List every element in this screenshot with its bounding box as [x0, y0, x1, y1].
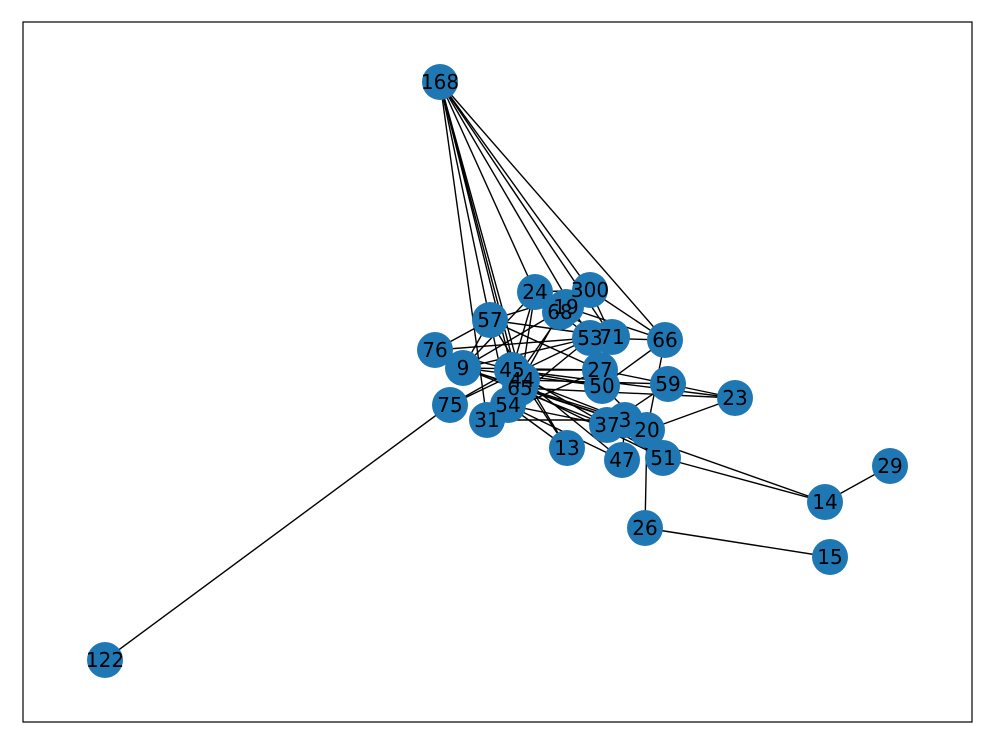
node-label: 15 [817, 545, 842, 569]
node [629, 412, 665, 448]
node [542, 294, 578, 330]
node [812, 539, 848, 575]
node [604, 442, 640, 478]
node-label: 54 [495, 393, 520, 417]
node-label: 23 [722, 386, 747, 410]
node [650, 366, 686, 402]
node-label: 300 [571, 278, 609, 302]
edge [434, 337, 591, 351]
node [549, 430, 585, 466]
node [807, 484, 843, 520]
node [472, 302, 508, 338]
node-label: 37 [594, 413, 619, 437]
node-label: 53 [577, 326, 602, 350]
edge [439, 81, 521, 389]
node-label: 29 [877, 454, 902, 478]
edge [462, 337, 591, 369]
node-label: 57 [477, 308, 502, 332]
node-label: 26 [632, 516, 657, 540]
node-label: 44 [509, 368, 534, 392]
node [422, 64, 458, 100]
node [645, 440, 681, 476]
node-label: 59 [655, 372, 680, 396]
edge [439, 81, 491, 321]
node [627, 510, 663, 546]
node [432, 387, 468, 423]
edge [439, 81, 591, 291]
node [872, 448, 908, 484]
node-label: 14 [812, 490, 837, 514]
node-label: 47 [609, 448, 634, 472]
edge [104, 404, 451, 661]
edge [511, 369, 736, 399]
node [87, 642, 123, 678]
node [584, 368, 620, 404]
edge [439, 81, 536, 293]
node-label: 75 [437, 393, 462, 417]
node-label: 50 [589, 374, 614, 398]
node [469, 402, 505, 438]
edge [489, 319, 601, 371]
node-label: 65 [507, 376, 532, 400]
node-label: 20 [634, 418, 659, 442]
node-label: 45 [499, 358, 524, 382]
node [717, 380, 753, 416]
node-label: 19 [553, 295, 578, 319]
node [517, 274, 553, 310]
plot-frame [22, 21, 973, 723]
node-label: 51 [650, 446, 675, 470]
node-label: 66 [652, 328, 677, 352]
node-label: 68 [547, 300, 572, 324]
node-label: 13 [554, 436, 579, 460]
edge [644, 527, 831, 558]
node-label: 76 [422, 338, 447, 362]
node [417, 332, 453, 368]
node-label: 3 [619, 408, 632, 432]
node-label: 24 [522, 280, 547, 304]
edge [439, 81, 666, 341]
node-label: 31 [474, 408, 499, 432]
node [445, 350, 481, 386]
node [594, 319, 630, 355]
node-label: 27 [587, 358, 612, 382]
node-label: 122 [86, 648, 124, 672]
node [647, 322, 683, 358]
node-label: 9 [457, 356, 470, 380]
node-label: 71 [599, 325, 624, 349]
node-label: 168 [421, 70, 459, 94]
edge [662, 457, 826, 503]
